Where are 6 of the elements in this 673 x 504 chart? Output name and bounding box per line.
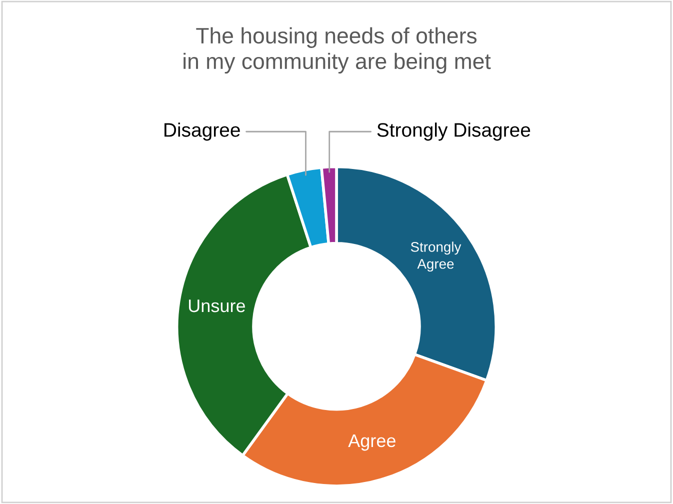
slice-label: Strongly Disagree xyxy=(377,122,530,141)
chart-title: The housing needs of others in my community are being met xyxy=(184,27,491,74)
slice-label: Disagree xyxy=(164,122,240,141)
slice-label: Strongly Agree xyxy=(410,242,462,272)
slice-label: Agree xyxy=(348,434,396,451)
slice-label: Unsure xyxy=(188,300,245,312)
